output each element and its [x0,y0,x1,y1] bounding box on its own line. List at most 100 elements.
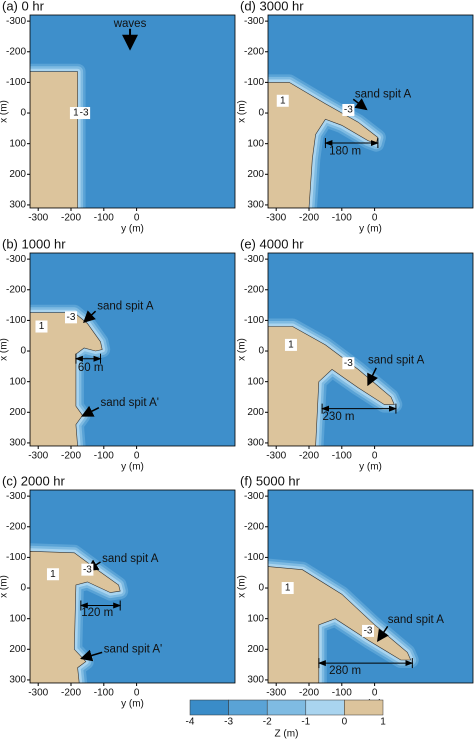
annotation: sand spit A [388,614,445,626]
annotation: -3 [67,312,76,323]
x-tick-label: -200 [244,521,264,532]
y-tick-label: -300 [266,451,286,462]
y-tick-label: -200 [61,213,81,224]
label-box [78,107,91,120]
frame [29,14,236,209]
x-tick-label: 100 [9,138,26,149]
arrow [80,649,103,662]
annotation: -3 [344,105,353,116]
colorbar-tick: 0 [342,717,348,728]
x-tick-label: 300 [247,200,264,211]
contours [30,304,111,446]
x-tick-label: -100 [244,315,264,326]
annotation: sand spit A [368,354,425,366]
land [268,566,412,683]
annotation: waves [113,18,147,30]
x-tick-label: 200 [247,407,264,418]
axis-title: x (m) [0,338,10,361]
colorbar-cell [344,699,384,716]
x-tick-label: 0 [20,108,26,119]
label-box [276,94,289,107]
x-tick-label: -200 [6,521,26,532]
x-tick-label: 0 [258,346,264,357]
x-tick-label: -100 [244,552,264,563]
axis-title: x (m) [0,575,10,598]
land [268,82,379,208]
annotation: sand spit A' [104,643,162,655]
x-tick-label: 0 [258,108,264,119]
x-tick-label: 0 [258,583,264,594]
frame [267,14,474,209]
axis-title: x (m) [237,338,248,361]
x-tick-label: 200 [9,169,26,180]
axis-title: y (m) [359,224,382,235]
annotation: 1 [285,583,291,594]
annotation: -3 [80,108,89,119]
arrow [367,367,379,387]
axis-title: y (m) [121,224,144,235]
annotation: 1 [288,340,294,351]
y-tick-label: -300 [266,688,286,699]
annotation: 1 [280,95,286,106]
annotation: 120 m [81,607,113,619]
x-tick-label: -100 [6,77,26,88]
frame [267,489,474,684]
x-tick-label: -200 [244,284,264,295]
annotation: -3 [364,626,373,637]
frame [267,252,474,447]
label-box [342,357,355,370]
x-tick-label: 100 [9,376,26,387]
land [30,312,103,446]
annotation: 230 m [323,411,355,423]
label-box [281,582,294,595]
annotation: sand spit A [102,553,159,565]
y-tick-label: 0 [134,213,140,224]
panel-label: (d) 3000 hr [240,0,304,13]
x-tick-label: 200 [247,169,264,180]
axis-title: y (m) [121,699,144,710]
x-tick-label: 100 [247,376,264,387]
colorbar-tick: 1 [380,717,386,728]
axis-title: y (m) [359,462,382,473]
y-tick-label: -200 [299,213,319,224]
y-tick-label: -200 [299,688,319,699]
contours [268,558,419,683]
panel-label: (e) 4000 hr [240,236,304,251]
panel-label: (a) 0 hr [2,0,45,13]
panel-label: (b) 1000 hr [2,236,66,251]
y-tick-label: 0 [372,688,378,699]
x-tick-label: -200 [6,46,26,57]
annotation: 280 m [329,665,361,677]
arrow [83,310,97,323]
colorbar-tick: -2 [263,717,272,728]
x-tick-label: 300 [9,438,26,449]
x-tick-label: 300 [247,675,264,686]
panel-label: (f) 5000 hr [240,473,301,488]
y-tick-label: 0 [134,451,140,462]
annotation: sand spit A' [101,397,159,409]
axis-title: x (m) [237,575,248,598]
y-tick-label: -100 [332,688,352,699]
label-box [362,624,375,637]
y-tick-label: -300 [28,213,48,224]
x-tick-label: 100 [247,613,264,624]
x-tick-label: -300 [244,491,264,502]
x-tick-label: -100 [244,77,264,88]
x-tick-label: 300 [9,675,26,686]
axis-title: x (m) [237,100,248,123]
x-tick-label: 100 [247,138,264,149]
frame [29,489,236,684]
x-tick-label: 0 [20,583,26,594]
x-tick-label: -300 [6,254,26,265]
land [30,550,121,683]
x-tick-label: -100 [6,315,26,326]
annotation: 1 [50,569,56,580]
x-tick-label: -300 [244,254,264,265]
y-tick-label: -100 [94,451,114,462]
y-tick-label: -100 [94,213,114,224]
